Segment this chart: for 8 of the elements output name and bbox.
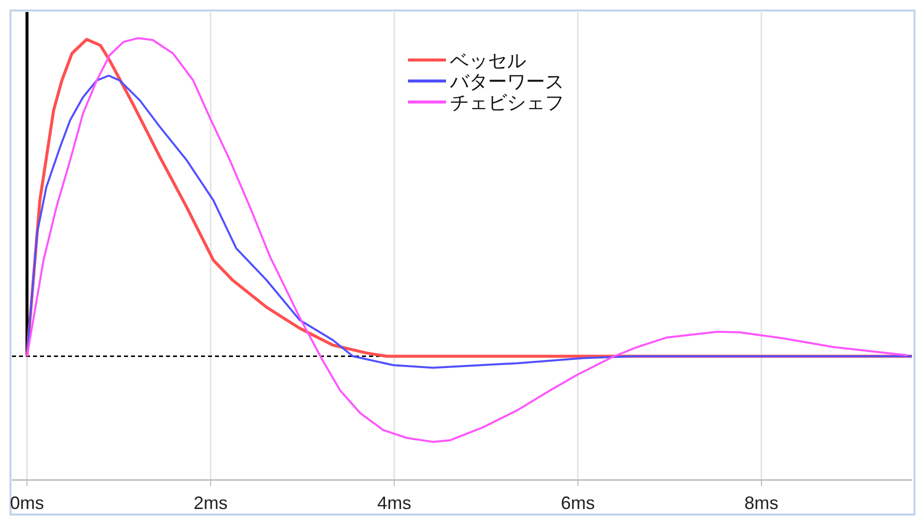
x-tick-label: 0ms: [10, 493, 44, 513]
x-tick-label: 6ms: [560, 493, 595, 513]
legend-label: チェビシェフ: [450, 93, 564, 114]
x-tick-label: 4ms: [377, 493, 412, 513]
x-tick-label: 2ms: [194, 493, 228, 513]
legend-label: ベッセル: [450, 51, 526, 72]
x-tick-label: 8ms: [744, 493, 778, 513]
legend-label: バターワース: [449, 72, 564, 93]
